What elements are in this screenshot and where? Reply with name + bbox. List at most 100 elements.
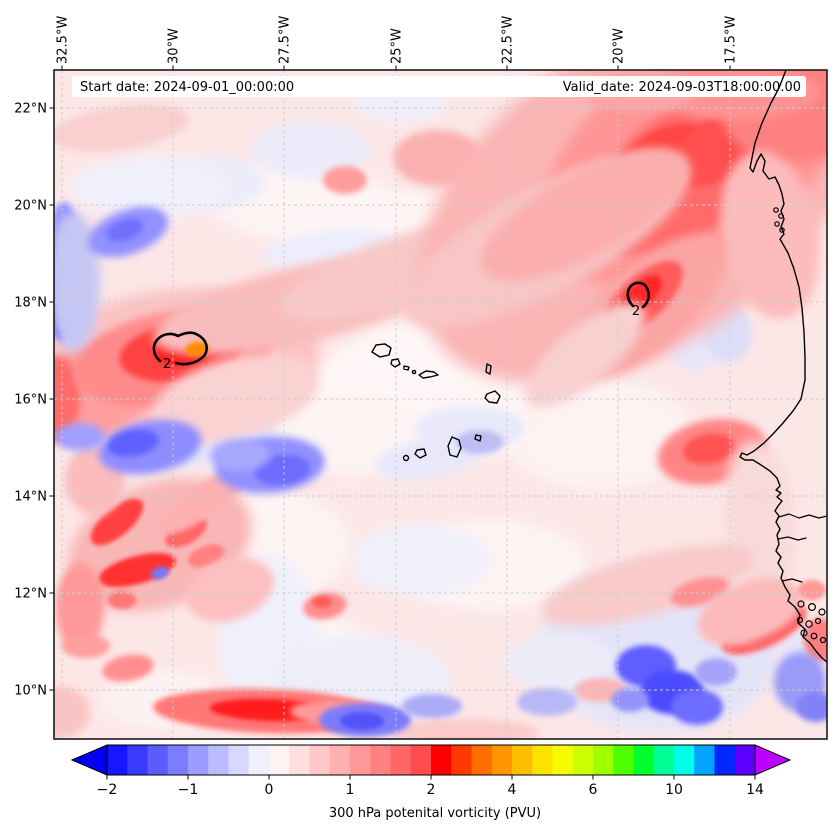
island-dot <box>402 454 410 462</box>
pv-field-blob <box>798 580 826 600</box>
colorbar-cell <box>107 745 128 775</box>
coastal-islet <box>818 608 826 616</box>
coastal-islet <box>797 600 805 608</box>
colorbar-cell <box>309 745 331 775</box>
pv-field-blob <box>481 149 689 281</box>
colorbar-left-arrow <box>70 744 108 776</box>
river-inlet <box>778 513 827 519</box>
lon-tick-label: 25°W <box>390 28 405 64</box>
pv-field-blob <box>90 498 144 546</box>
pv-field-blob <box>541 544 755 626</box>
island-dot <box>411 369 417 375</box>
colorbar-label: 300 hPa potenital vorticity (PVU) <box>329 806 541 821</box>
lon-tick-label: 22.5°W <box>501 16 516 64</box>
pv-field-blob <box>611 688 649 712</box>
pv-field-blob <box>165 516 207 548</box>
colorbar-cell <box>390 745 412 775</box>
colorbar-cell <box>653 745 675 775</box>
river-inlet <box>777 536 807 541</box>
colorbar-cell <box>633 745 655 775</box>
colorbar-cell <box>593 745 614 775</box>
colorbar-cell <box>208 745 229 775</box>
island-outline <box>371 343 392 358</box>
pv-field-blob <box>102 654 154 682</box>
colorbar-cell <box>674 745 695 775</box>
pv-field-blob <box>187 544 225 568</box>
gridline-layer <box>54 70 827 739</box>
lat-tick-label: 12°N <box>14 587 47 602</box>
plot-frame <box>53 69 828 740</box>
coastline-layer <box>371 70 827 663</box>
lon-tick-label: 27.5°W <box>278 16 293 64</box>
pv-field-blob <box>524 302 646 408</box>
colorbar-cell <box>552 745 574 775</box>
pv-field-blob <box>390 719 540 739</box>
pv-field-blob <box>152 353 318 443</box>
island-outline <box>485 363 492 375</box>
pv-field-blob <box>108 591 136 609</box>
colorbar-cell <box>613 745 634 775</box>
colorbar-cell <box>471 745 493 775</box>
pv-field-blob <box>503 634 613 690</box>
colorbar-tick-label: 10 <box>665 782 683 798</box>
colorbar-cell <box>248 745 270 775</box>
colorbar-tick-label: 1 <box>346 782 355 798</box>
pv-field-blob <box>456 430 504 454</box>
colorbar-cell <box>512 745 533 775</box>
pv-field-blob <box>185 341 209 357</box>
colorbar-tick-label: 4 <box>508 782 517 798</box>
pv-field-blob <box>683 433 735 465</box>
colorbar-cell <box>269 745 290 775</box>
pv-field-blob <box>697 578 803 646</box>
colorbar-cell <box>329 745 351 775</box>
lat-tick-label: 22°N <box>14 102 47 117</box>
lat-tick-label: 16°N <box>14 393 47 408</box>
axis-layer: 32.5°W 30°W 27.5°W 25°W 22.5°W 20°W 17.5°W 22°N… <box>14 16 738 699</box>
colorbar-cell <box>167 745 189 775</box>
pv-field-blob <box>151 566 169 580</box>
colorbar-cell <box>188 745 209 775</box>
island-outline <box>474 434 482 442</box>
pv2-contour-label: 2 <box>163 357 171 372</box>
colorbar-cell <box>350 745 371 775</box>
colorbar: −2 −1 0 1 2 4 6 10 14 <box>70 744 792 798</box>
pv-field-blob <box>54 104 190 152</box>
valid-date-label: Valid_date: 2024-09-03T18:00:00.00 <box>563 80 801 95</box>
colorbar-tick-label: −2 <box>97 782 118 798</box>
colorbar-cell <box>370 745 391 775</box>
colorbar-cell <box>572 745 594 775</box>
coastal-islet <box>779 227 785 233</box>
pv-field-blob <box>54 423 106 451</box>
pv-field-blob <box>804 618 827 662</box>
pv-field-blob <box>62 634 110 658</box>
pv-field-blob <box>210 439 270 471</box>
coastal-islet <box>774 221 780 227</box>
pv-field-blob <box>505 380 695 490</box>
pv-field-blob <box>106 218 144 242</box>
pv-contour-layer: 22 <box>152 281 650 372</box>
colorbar-right-arrow <box>754 744 792 776</box>
colorbar-cell <box>451 745 472 775</box>
colorbar-cell <box>410 745 432 775</box>
start-date-label: Start date: 2024-09-01_00:00:00 <box>80 80 294 95</box>
pv-field-blob <box>250 122 370 178</box>
pv-field-blob <box>312 596 332 608</box>
pv-field-blob <box>350 525 490 595</box>
colorbar-cell <box>127 745 148 775</box>
pv-field-blob <box>720 150 820 320</box>
coastal-islet <box>810 632 818 640</box>
island-outline <box>390 358 401 368</box>
pv2-contour-label: 2 <box>632 304 640 319</box>
island-outline <box>403 365 410 371</box>
colorbar-cell <box>734 745 756 775</box>
pv-field-blob <box>695 658 737 686</box>
colorbar-tick-label: 14 <box>746 782 764 798</box>
colorbar-cell <box>147 745 169 775</box>
coastal-islet <box>807 602 816 611</box>
pv-field-blob <box>98 552 176 588</box>
pv-field-blob <box>186 557 274 623</box>
coastal-islet <box>819 636 827 644</box>
pv-field-blob <box>54 212 100 352</box>
lon-tick-label: 20°W <box>612 28 627 64</box>
pv-field-blob <box>254 454 310 486</box>
